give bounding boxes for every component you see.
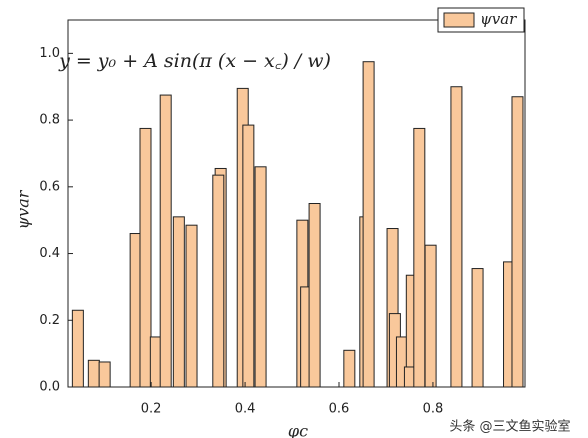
y-tick-label: 0.8	[39, 113, 60, 128]
bar	[362, 61, 375, 388]
x-tick-label: 0.6	[329, 402, 350, 417]
legend-swatch	[443, 12, 475, 28]
x-tick-label: 0.2	[141, 402, 162, 417]
bar	[129, 233, 142, 388]
y-axis-label: ψvar	[14, 189, 33, 229]
bar	[172, 216, 185, 388]
bar	[185, 224, 198, 388]
formula: y = y₀ + A sin(π (x − x꜀) / w)	[58, 50, 331, 72]
bar	[471, 268, 484, 388]
legend-label: ψvar	[480, 10, 517, 28]
bar	[71, 309, 84, 388]
x-axis-label: φc	[288, 422, 308, 438]
bar	[450, 86, 463, 388]
bar	[139, 127, 152, 388]
bar	[149, 336, 162, 388]
y-tick-label: 0.0	[39, 380, 60, 395]
bar	[511, 96, 524, 388]
x-tick-label: 0.8	[423, 402, 444, 417]
bar	[212, 174, 225, 388]
bar	[424, 244, 437, 388]
x-tick-label: 0.4	[235, 402, 256, 417]
y-tick-label: 0.4	[39, 246, 60, 261]
bar	[159, 94, 172, 388]
bar	[98, 361, 111, 388]
y-tick-label: 0.2	[39, 313, 60, 328]
bar	[308, 203, 321, 388]
bar	[87, 359, 100, 388]
bar	[343, 349, 356, 388]
y-tick-label: 0.6	[39, 179, 60, 194]
y-tick-label: 1.0	[39, 46, 60, 61]
bar	[242, 124, 255, 388]
watermark: 头条 @三文鱼实验室	[449, 419, 570, 435]
bar	[413, 127, 426, 388]
plot-frame	[67, 19, 526, 388]
bar	[254, 166, 267, 388]
